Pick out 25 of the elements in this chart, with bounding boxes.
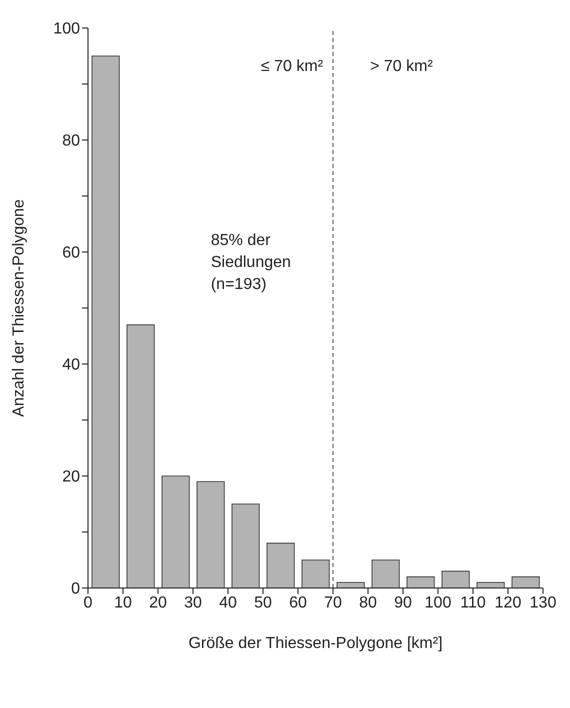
x-axis-title: Größe der Thiessen-Polygone [km²]	[188, 635, 443, 652]
annotation: > 70 km²	[370, 57, 433, 77]
y-tick-label: 0	[71, 580, 80, 598]
y-tick-label: 60	[62, 244, 80, 262]
x-tick-label: 20	[149, 594, 167, 612]
x-tick-label: 100	[424, 594, 452, 612]
x-tick-label: 0	[84, 594, 93, 612]
x-tick-label: 130	[530, 594, 556, 612]
x-tick-label: 90	[394, 594, 412, 612]
x-tick-label: 70	[324, 594, 342, 612]
x-tick-label: 80	[359, 594, 377, 612]
x-tick-label: 50	[254, 594, 272, 612]
x-tick-label: 30	[184, 594, 202, 612]
y-tick-label: 40	[62, 356, 80, 374]
x-tick-label: 60	[289, 594, 307, 612]
y-tick-label: 20	[62, 468, 80, 486]
x-tick-label: 110	[460, 594, 486, 612]
x-tick-label: 10	[114, 594, 132, 612]
x-tick-label: 120	[494, 594, 522, 612]
y-tick-label: 100	[53, 20, 80, 38]
y-axis-title: Anzahl der Thiessen-Polygone	[10, 199, 28, 417]
annotation: 85% der Siedlungen (n=193)	[210, 230, 292, 295]
y-tick-label: 80	[62, 132, 80, 150]
annotation: ≤ 70 km²	[260, 57, 324, 77]
x-tick-label: 40	[219, 594, 237, 612]
